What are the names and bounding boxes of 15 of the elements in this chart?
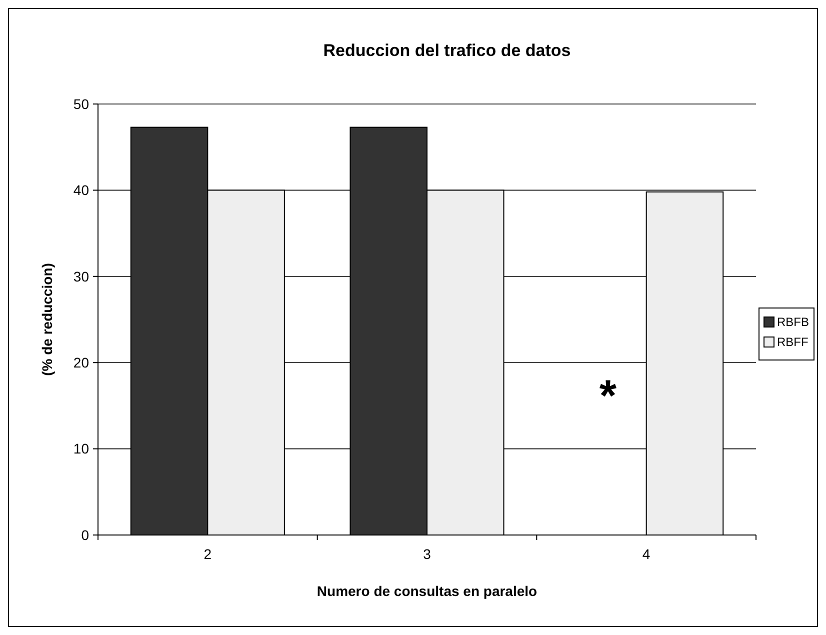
y-axis-title: (% de reduccion) [39,263,55,376]
annotation: * [599,372,618,421]
y-tick-label: 30 [73,268,90,284]
x-tick-label: 4 [642,546,650,562]
y-tick-label: 10 [73,440,90,457]
chart-title: Reduccion del trafico de datos [323,41,571,60]
legend-label: RBFF [777,335,808,350]
legend-label: RBFB [777,315,810,330]
y-tick-label: 20 [73,354,90,370]
y-tick-label: 40 [73,182,90,198]
x-tick-label: 3 [423,546,432,562]
x-axis-title: Numero de consultas en paralelo [316,583,538,599]
y-tick-label: 50 [73,96,90,112]
y-tick-label: 0 [81,526,90,543]
x-tick-label: 2 [204,546,212,562]
